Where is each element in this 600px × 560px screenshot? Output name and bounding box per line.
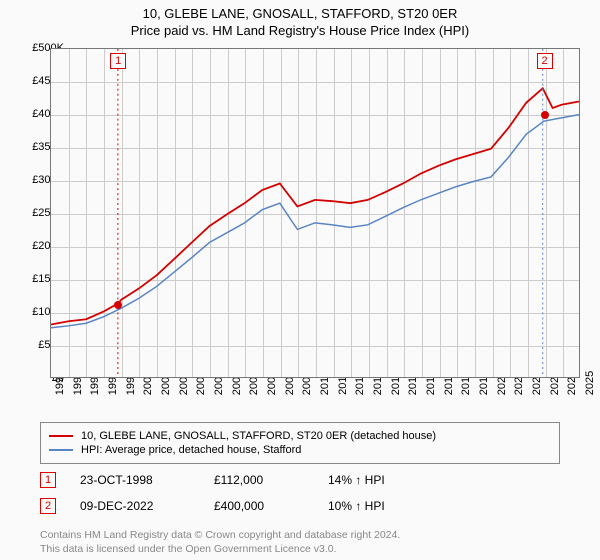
event-marker-box-1: 1 — [110, 53, 126, 69]
annotation-delta-1: 14% ↑ HPI — [328, 473, 385, 487]
chart-subtitle: Price paid vs. HM Land Registry's House … — [0, 23, 600, 38]
event-dot-1 — [114, 301, 122, 309]
chart-titles: 10, GLEBE LANE, GNOSALL, STAFFORD, ST20 … — [0, 0, 600, 38]
footer-line-1: Contains HM Land Registry data © Crown c… — [40, 528, 400, 542]
event-dot-2 — [541, 111, 549, 119]
annotation-delta-2: 10% ↑ HPI — [328, 499, 385, 513]
legend-row-hpi: HPI: Average price, detached house, Staf… — [49, 444, 551, 456]
x-axis-label: 2025 — [584, 371, 596, 395]
footer-line-2: This data is licensed under the Open Gov… — [40, 542, 400, 556]
event-marker-box-2: 2 — [537, 53, 553, 69]
annotation-price-1: £112,000 — [214, 473, 304, 487]
series-line-property — [51, 88, 579, 324]
plot-area: 12 — [50, 48, 580, 378]
legend-swatch-property — [49, 435, 73, 437]
legend: 10, GLEBE LANE, GNOSALL, STAFFORD, ST20 … — [40, 422, 560, 464]
chart-title: 10, GLEBE LANE, GNOSALL, STAFFORD, ST20 … — [0, 6, 600, 21]
chart-lines-svg — [51, 49, 579, 377]
legend-swatch-hpi — [49, 449, 73, 451]
chart-container: 10, GLEBE LANE, GNOSALL, STAFFORD, ST20 … — [0, 0, 600, 560]
annotation-row-2: 2 09-DEC-2022 £400,000 10% ↑ HPI — [40, 498, 385, 514]
annotation-row-1: 1 23-OCT-1998 £112,000 14% ↑ HPI — [40, 472, 385, 488]
annotation-marker-2: 2 — [40, 498, 56, 514]
annotation-date-2: 09-DEC-2022 — [80, 499, 190, 513]
annotation-price-2: £400,000 — [214, 499, 304, 513]
series-line-hpi — [51, 115, 579, 328]
legend-label-hpi: HPI: Average price, detached house, Staf… — [81, 444, 301, 456]
legend-row-property: 10, GLEBE LANE, GNOSALL, STAFFORD, ST20 … — [49, 430, 551, 442]
annotation-date-1: 23-OCT-1998 — [80, 473, 190, 487]
annotation-marker-1: 1 — [40, 472, 56, 488]
chart-footer: Contains HM Land Registry data © Crown c… — [40, 528, 400, 556]
legend-label-property: 10, GLEBE LANE, GNOSALL, STAFFORD, ST20 … — [81, 430, 436, 442]
